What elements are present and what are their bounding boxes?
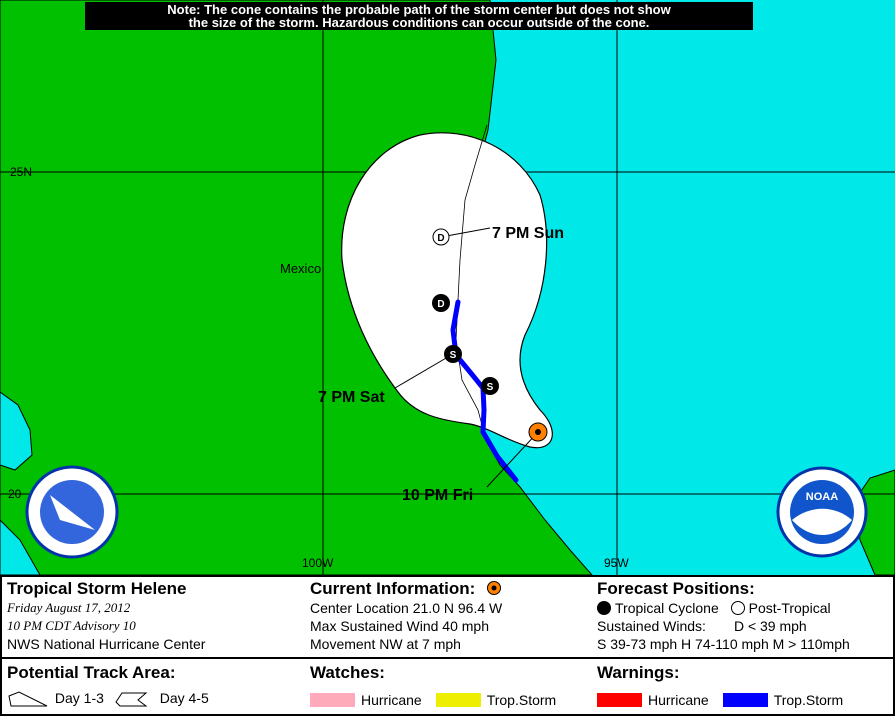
tropical-cyclone-icon [597,601,611,615]
forecast-title: Forecast Positions: [597,579,755,598]
lat-label: 20 [8,487,22,501]
watches-title: Watches: [310,663,385,682]
day45-cone-icon [115,692,148,707]
day13-cone-icon [8,691,48,707]
position-label: 10 PM Fri [402,487,473,504]
current-position-icon [487,581,502,595]
tropical-storm-icon [481,377,499,395]
day45-label: Day 4-5 [159,690,209,706]
forecast-info: Forecast Positions: Tropical Cyclone Pos… [597,579,850,653]
ts-warning-label: Trop.Storm [773,692,844,708]
center-location: Center Location 21.0 N 96.4 W [310,600,503,616]
hurricane-warning-label: Hurricane [648,692,709,708]
tropical-storm-icon [444,345,462,363]
max-wind: Max Sustained Wind 40 mph [310,618,489,634]
svg-text:NOAA: NOAA [806,491,838,503]
track-area-legend: Potential Track Area: Day 1-3 Day 4-5 [7,663,209,708]
lat-label: 25N [10,165,32,179]
winds-label: Sustained Winds: [597,618,706,634]
ts-warning-swatch [722,693,768,707]
map: 25N 20 100W 95W Mexico S S D D 10 PM Fri… [0,0,895,575]
place-label: Mexico [280,261,321,276]
hurricane-watch-label: Hurricane [361,692,422,708]
current-title: Current Information: [310,579,476,598]
issuer: NWS National Hurricane Center [7,636,206,652]
warnings-legend: Warnings: Hurricane Trop.Storm [597,663,857,711]
storm-info: Tropical Storm Helene Friday August 17, … [7,579,205,653]
lon-label: 95W [604,556,629,570]
hurricane-warning-swatch [597,693,642,707]
track-title: Potential Track Area: [7,663,176,682]
noaa-logo: NOAA [776,466,868,558]
advisory: 10 PM CDT Advisory 10 [7,618,136,633]
svg-text:D: D [437,299,444,310]
position-label: 7 PM Sun [492,225,564,242]
post-label: Post-Tropical [748,600,831,616]
shm-ranges: S 39-73 mph H 74-110 mph M > 110mph [597,636,850,652]
tropical-depression-icon [432,294,450,312]
movement: Movement NW at 7 mph [310,636,461,652]
land-yucatan [854,469,895,575]
forecast-cone [341,132,553,449]
storm-date: Friday August 17, 2012 [7,600,131,615]
hurricane-watch-swatch [310,693,355,707]
svg-text:D: D [437,233,444,244]
current-info: Current Information: Center Location 21.… [310,579,502,653]
warnings-title: Warnings: [597,663,680,682]
svg-text:S: S [450,350,457,361]
position-label: 7 PM Sat [318,389,385,406]
d-range: D < 39 mph [733,618,807,634]
day13-label: Day 1-3 [54,690,104,706]
tropical-label: Tropical Cyclone [615,600,719,616]
ts-watch-label: Trop.Storm [486,692,557,708]
post-tropical-icon [432,228,450,246]
legend: Tropical Storm Helene Friday August 17, … [0,575,895,716]
storm-title: Tropical Storm Helene [7,579,187,598]
ts-watch-swatch [435,693,481,707]
nws-logo [25,465,119,559]
water-pacific [0,391,41,575]
lon-label: 100W [302,556,334,570]
svg-text:S: S [487,382,494,393]
post-tropical-icon [730,601,745,615]
note-line: Note: The cone contains the probable pat… [167,2,671,17]
watches-legend: Watches: Hurricane Trop.Storm [310,663,570,711]
cone-note: Note: The cone contains the probable pat… [85,2,753,30]
note-line: the size of the storm. Hazardous conditi… [188,15,650,30]
